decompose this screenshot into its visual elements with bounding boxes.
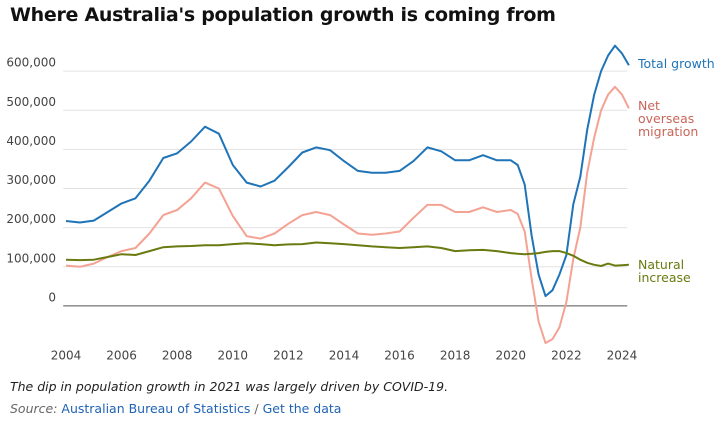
y-tick-label: 200,000 <box>6 212 56 226</box>
x-tick-label: 2016 <box>384 349 415 363</box>
chart-title: Where Australia's population growth is c… <box>10 4 556 26</box>
source: Source: Australian Bureau of Statistics … <box>10 401 341 416</box>
series-line <box>65 241 629 267</box>
x-tick-label: 2024 <box>607 349 638 363</box>
series-label: Total growth <box>638 56 715 71</box>
y-tick-label: 600,000 <box>6 56 56 70</box>
x-tick-label: 2008 <box>162 349 193 363</box>
source-link[interactable]: Australian Bureau of Statistics <box>61 401 251 416</box>
series-label: Natural increase <box>638 257 691 285</box>
x-tick-label: 2020 <box>495 349 526 363</box>
series-line <box>65 44 630 298</box>
source-label: Source: <box>10 401 58 416</box>
y-tick-label: 100,000 <box>6 251 56 265</box>
x-tick-label: 2010 <box>218 349 249 363</box>
caption: The dip in population growth in 2021 was… <box>10 379 449 394</box>
series-label: Net overseas migration <box>638 98 699 139</box>
x-tick-label: 2018 <box>440 349 471 363</box>
y-tick-label: 400,000 <box>6 134 56 148</box>
x-tick-label: 2004 <box>51 349 82 363</box>
x-tick-label: 2014 <box>329 349 360 363</box>
x-tick-label: 2006 <box>106 349 137 363</box>
y-tick-label: 500,000 <box>6 95 56 109</box>
separator: / <box>254 401 259 416</box>
x-tick-label: 2012 <box>273 349 304 363</box>
series-line <box>65 85 630 344</box>
data-link[interactable]: Get the data <box>262 401 342 416</box>
y-tick-label: 0 <box>48 290 56 304</box>
y-tick-label: 300,000 <box>6 173 56 187</box>
x-tick-label: 2022 <box>551 349 582 363</box>
